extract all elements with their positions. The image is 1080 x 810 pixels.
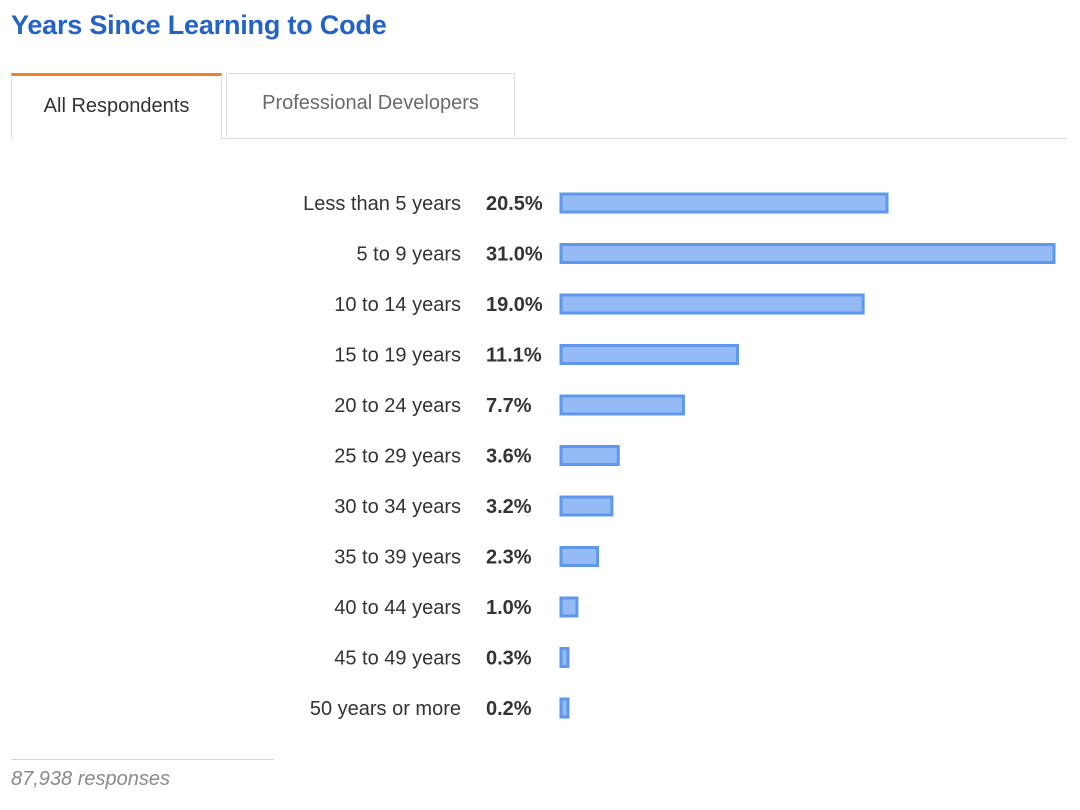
- category-label: 5 to 9 years: [356, 244, 461, 266]
- value-label: 20.5%: [486, 193, 543, 215]
- category-label: 10 to 14 years: [334, 294, 461, 316]
- value-label: 3.6%: [486, 446, 532, 468]
- bar: [559, 243, 1056, 264]
- bar: [559, 697, 570, 719]
- bar: [559, 546, 600, 567]
- category-label: 35 to 39 years: [334, 547, 461, 569]
- category-label: Less than 5 years: [303, 193, 461, 215]
- footer-divider: [11, 759, 274, 760]
- value-label: 0.2%: [486, 698, 532, 720]
- category-label: 20 to 24 years: [334, 395, 461, 417]
- bar: [559, 344, 740, 365]
- value-label: 11.1%: [486, 345, 542, 367]
- bar: [559, 596, 579, 618]
- bar: [559, 445, 620, 466]
- tab-professional-developers[interactable]: Professional Developers: [226, 73, 515, 137]
- category-label: 25 to 29 years: [334, 446, 461, 468]
- bar: [559, 192, 889, 214]
- value-label: 7.7%: [486, 395, 532, 417]
- value-label: 3.2%: [486, 496, 532, 518]
- bar: [559, 647, 570, 668]
- category-label: 50 years or more: [310, 698, 461, 720]
- bar: [559, 394, 685, 416]
- value-label: 19.0%: [486, 294, 543, 316]
- tab-all-respondents[interactable]: All Respondents: [11, 73, 222, 139]
- category-label: 15 to 19 years: [334, 345, 461, 367]
- response-count: 87,938 responses: [11, 768, 171, 790]
- tab-bar: All Respondents Professional Developers: [11, 73, 1067, 139]
- value-label: 2.3%: [486, 547, 532, 569]
- category-label: 30 to 34 years: [334, 496, 461, 518]
- bar-chart: Less than 5 years 20.5% 5 to 9 years 31.0% 1…: [303, 192, 1056, 720]
- value-label: 0.3%: [486, 648, 532, 670]
- category-label: 40 to 44 years: [334, 597, 461, 619]
- category-label: 45 to 49 years: [334, 648, 461, 670]
- value-label: 1.0%: [486, 597, 532, 619]
- value-label: 31.0%: [486, 244, 543, 266]
- bar: [559, 495, 614, 517]
- chart-title: Years Since Learning to Code: [11, 10, 387, 40]
- bar: [559, 293, 865, 315]
